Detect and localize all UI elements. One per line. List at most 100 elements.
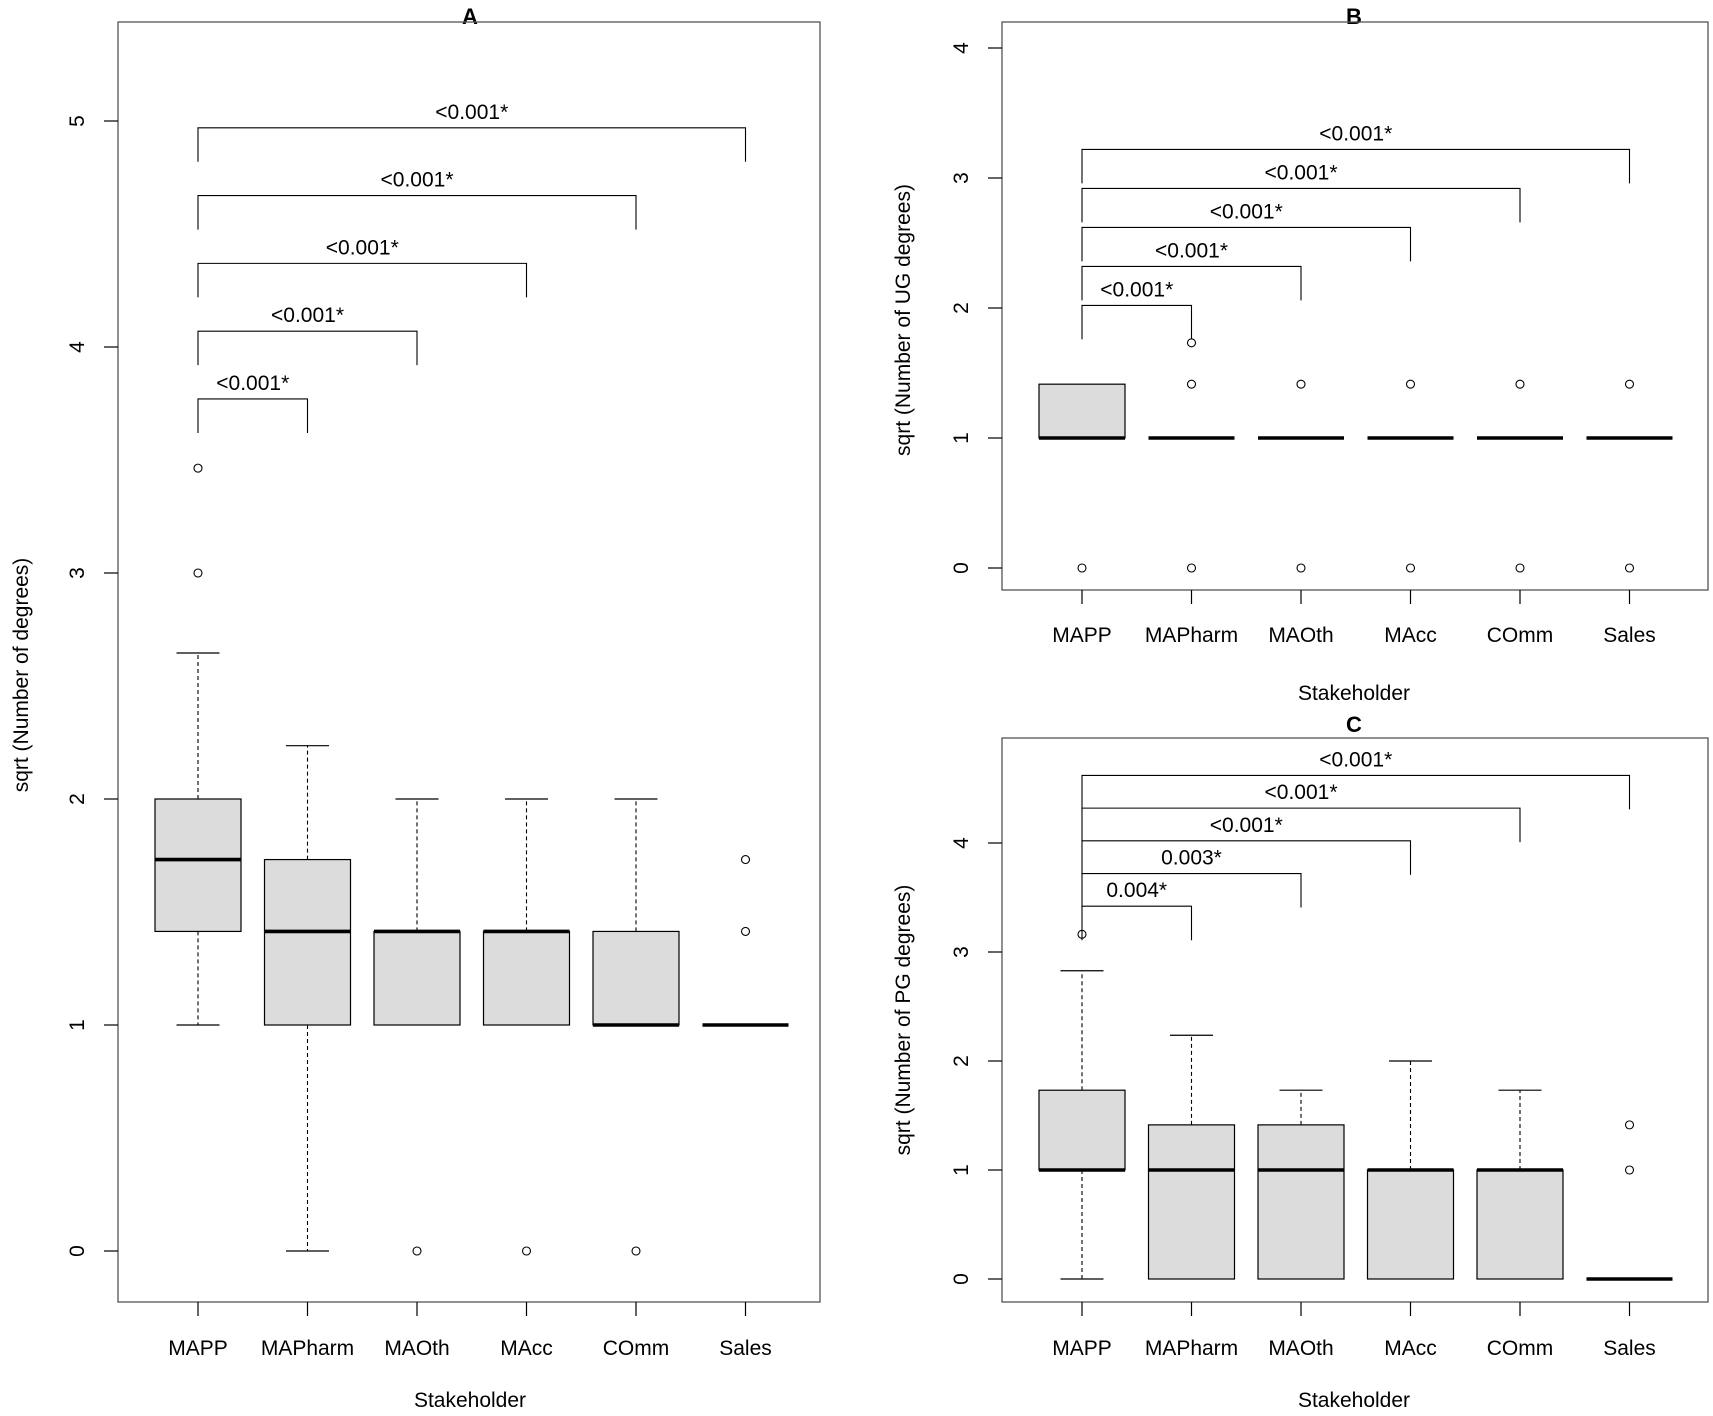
panel-c-x-tick-label-mapp: MAPP bbox=[1052, 1337, 1112, 1360]
panel-a-comparison-mapp-maoth-bracket bbox=[197, 330, 418, 366]
panel-a-y-tick-label: 4 bbox=[66, 341, 89, 353]
panel-c-comparison-mapp-mapharm-label: 0.004* bbox=[1106, 879, 1167, 902]
panel-b-x-tick-label-mapharm: MAPharm bbox=[1145, 624, 1238, 647]
panel-b-y-tick-label: 1 bbox=[950, 432, 973, 444]
panel-c-sales-outlier bbox=[1624, 1165, 1635, 1175]
panel-a-x-tick-label-mapp: MAPP bbox=[168, 1337, 228, 1360]
panel-c-comparison-mapp-sales-bracket bbox=[1081, 774, 1631, 810]
panel-a-comparison-mapp-mapharm-bracket bbox=[197, 398, 309, 433]
panel-b-comparison-mapp-mapharm-bracket bbox=[1081, 304, 1193, 340]
panel-a-y-axis-label: sqrt (Number of degrees) bbox=[10, 558, 33, 793]
panel-b-comm-outlier bbox=[1515, 563, 1525, 573]
panel-b-comparison-mapp-sales-bracket bbox=[1081, 148, 1631, 184]
panel-b-y-tick-label: 2 bbox=[950, 302, 973, 314]
panel-b-mapharm-outlier bbox=[1186, 379, 1197, 389]
panel-c-comparison-mapp-macc-label: <0.001* bbox=[1210, 814, 1283, 837]
panel-a-comm-outlier bbox=[631, 1246, 641, 1256]
panel-c-x-tick-label-mapharm: MAPharm bbox=[1145, 1337, 1238, 1360]
panel-b-comparison-mapp-sales-label: <0.001* bbox=[1319, 122, 1392, 145]
panel-b-y-tick-label: 3 bbox=[950, 172, 973, 184]
panel-a: A Stakeholder sqrt (Number of degrees) 0… bbox=[10, 4, 821, 1412]
panel-b-sales-outlier bbox=[1624, 379, 1635, 389]
panel-c-frame bbox=[1001, 737, 1709, 1303]
panel-a-comparison-mapp-sales-label: <0.001* bbox=[435, 101, 508, 124]
panel-c-x-tick-label-maoth: MAOth bbox=[1268, 1337, 1333, 1360]
panel-c-comparison-mapp-mapharm-bracket bbox=[1081, 905, 1193, 941]
panel-b-comparison-mapp-maoth-label: <0.001* bbox=[1155, 239, 1228, 262]
panel-b-comparison-mapp-comm-bracket bbox=[1081, 187, 1521, 223]
panel-c-y-tick-label: 0 bbox=[950, 1273, 973, 1285]
panel-b-title: B bbox=[1346, 4, 1362, 29]
panel-c-mapharm-box bbox=[1147, 1124, 1236, 1280]
panel-b-x-tick-label-mapp: MAPP bbox=[1052, 624, 1112, 647]
panel-c-x-tick-label-comm: COmm bbox=[1487, 1337, 1554, 1360]
panel-a-comparison-mapp-sales-bracket bbox=[197, 127, 747, 162]
panel-b-x-tick-label-maoth: MAOth bbox=[1268, 624, 1333, 647]
panel-b-macc-outlier bbox=[1405, 563, 1416, 573]
panel-a-sales-outlier bbox=[740, 855, 751, 865]
panel-c-x-tick-label-macc: MAcc bbox=[1384, 1337, 1437, 1360]
panel-a-comparison-mapp-comm-bracket bbox=[197, 195, 637, 230]
panel-c-macc-box bbox=[1366, 1169, 1455, 1280]
panel-b-mapharm-outlier bbox=[1186, 563, 1197, 573]
panel-a-maoth-outlier bbox=[412, 1246, 422, 1256]
panel-a-y-tick-label: 1 bbox=[66, 1019, 89, 1031]
panel-b-macc-outlier bbox=[1405, 379, 1416, 389]
panel-a-comparison-mapp-comm-label: <0.001* bbox=[381, 169, 454, 192]
panel-c-title: C bbox=[1346, 712, 1362, 737]
panel-c-y-tick-label: 3 bbox=[950, 946, 973, 958]
panel-a-y-tick-label: 3 bbox=[66, 567, 89, 579]
panel-b-x-tick-label-macc: MAcc bbox=[1384, 624, 1437, 647]
panel-c-comparison-mapp-maoth-label: 0.003* bbox=[1161, 847, 1222, 870]
panel-a-x-tick-label-maoth: MAOth bbox=[384, 1337, 449, 1360]
panel-b-x-tick-label-sales: Sales bbox=[1603, 624, 1656, 647]
panel-a-sales-outlier bbox=[740, 926, 751, 936]
panel-a-y-tick-label: 5 bbox=[66, 115, 89, 127]
panel-b-comparison-mapp-maoth-bracket bbox=[1081, 265, 1302, 301]
panel-b-y-tick-label: 0 bbox=[950, 562, 973, 574]
panel-b-frame bbox=[1001, 21, 1709, 591]
panel-a-x-tick-label-macc: MAcc bbox=[500, 1337, 553, 1360]
panel-b-marks: 0 1 2 3 4 MAPP MAPharm MAOth MAcc COmm Sales <0.001… bbox=[950, 21, 1709, 647]
panel-a-mapharm-box bbox=[263, 858, 352, 1026]
panel-a-comparison-mapp-macc-bracket bbox=[197, 262, 528, 298]
panel-c-maoth-box bbox=[1257, 1124, 1345, 1280]
panel-c-comparison-mapp-maoth-bracket bbox=[1081, 872, 1302, 908]
panel-b-comparison-mapp-macc-label: <0.001* bbox=[1210, 200, 1283, 223]
panel-a-mapp-outlier bbox=[193, 463, 203, 473]
panel-c-y-tick-label: 2 bbox=[950, 1055, 973, 1067]
panel-a-frame bbox=[117, 21, 821, 1303]
panel-a-macc-box bbox=[482, 930, 571, 1026]
panel-b-x-tick-label-comm: COmm bbox=[1487, 624, 1554, 647]
panel-a-marks: 0 1 2 3 4 5 MAPP MAPharm MAOth MAcc COmm Sales <0.00… bbox=[66, 21, 821, 1360]
panel-a-x-tick-label-mapharm: MAPharm bbox=[261, 1337, 354, 1360]
panel-a-macc-outlier bbox=[521, 1246, 532, 1256]
panel-a-comparison-mapp-mapharm-label: <0.001* bbox=[216, 372, 289, 395]
panel-c-comparison-mapp-macc-bracket bbox=[1081, 840, 1412, 875]
panel-a-comparison-mapp-macc-label: <0.001* bbox=[326, 236, 399, 259]
panel-c-marks: 0 1 2 3 4 MAPP MAPharm MAOth MAcc COmm Sales 0.004*… bbox=[950, 737, 1709, 1360]
panel-a-comm-box bbox=[592, 930, 680, 1026]
panel-c-comm-box bbox=[1476, 1169, 1564, 1280]
panel-c-y-axis-label: sqrt (Number of PG degrees) bbox=[892, 885, 915, 1156]
panel-c-comparison-mapp-sales-label: <0.001* bbox=[1319, 748, 1392, 771]
panel-b-mapp-outlier bbox=[1077, 563, 1087, 573]
panel-a-mapp-box bbox=[154, 798, 242, 933]
panel-a-title: A bbox=[462, 4, 478, 29]
panel-b-maoth-outlier bbox=[1296, 379, 1306, 389]
panel-a-y-tick-label: 2 bbox=[66, 793, 89, 805]
panel-a-x-axis-label: Stakeholder bbox=[414, 1389, 526, 1412]
panel-c-x-axis-label: Stakeholder bbox=[1298, 1389, 1410, 1412]
panel-b-sales-outlier bbox=[1624, 563, 1635, 573]
panel-b: B Stakeholder sqrt (Number of UG degrees… bbox=[892, 4, 1709, 705]
panel-c-comparison-mapp-comm-label: <0.001* bbox=[1265, 781, 1338, 804]
panel-a-comparison-mapp-maoth-label: <0.001* bbox=[271, 304, 344, 327]
panel-c: C Stakeholder sqrt (Number of PG degrees… bbox=[892, 712, 1709, 1412]
panel-b-comparison-mapp-comm-label: <0.001* bbox=[1265, 161, 1338, 184]
panel-c-mapp-box bbox=[1038, 1089, 1126, 1171]
panel-c-sales-outlier bbox=[1624, 1120, 1635, 1130]
panel-a-x-tick-label-comm: COmm bbox=[603, 1337, 670, 1360]
panel-b-mapp-box bbox=[1038, 383, 1126, 439]
